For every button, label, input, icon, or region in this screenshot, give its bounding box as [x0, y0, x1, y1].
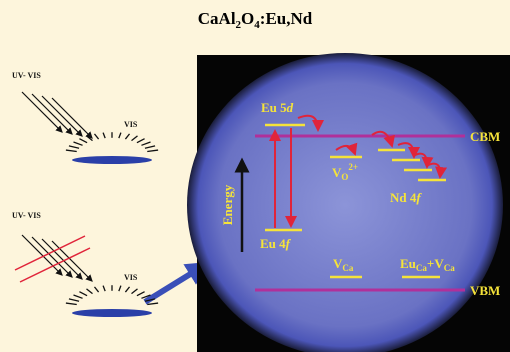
text: Eu [400, 256, 416, 271]
text: Ca [444, 263, 455, 273]
cbm-label: CBM [470, 129, 500, 144]
emission-label: VIS [124, 273, 138, 282]
vbm-label: VBM [470, 283, 500, 298]
sample [72, 156, 152, 164]
energy-label: Energy [220, 184, 235, 225]
excitation-label: UV- VIS [12, 71, 41, 80]
text: Eu 5 [261, 100, 287, 115]
text: Ca [416, 263, 427, 273]
title-part: O [241, 9, 254, 28]
text: +V [427, 256, 444, 271]
figure: CaAl2O4:Eu,Nd UV- VIS VIS UV- VIS VIS [0, 0, 510, 352]
text: 2+ [348, 162, 358, 172]
text: O [341, 172, 348, 182]
text: Ca [342, 263, 353, 273]
eu-4f-label: Eu 4f [260, 236, 292, 251]
emission-label: VIS [124, 120, 138, 129]
text: d [287, 100, 294, 115]
text: Nd 4 [390, 190, 417, 205]
sample [72, 309, 152, 317]
title-part: :Eu,Nd [260, 9, 313, 28]
nd-4f-label: Nd 4f [390, 190, 422, 205]
excitation-label: UV- VIS [12, 211, 41, 220]
title-part: CaAl [198, 9, 236, 28]
eu-5d-label: Eu 5d [261, 100, 294, 115]
text: Eu 4 [260, 236, 286, 251]
